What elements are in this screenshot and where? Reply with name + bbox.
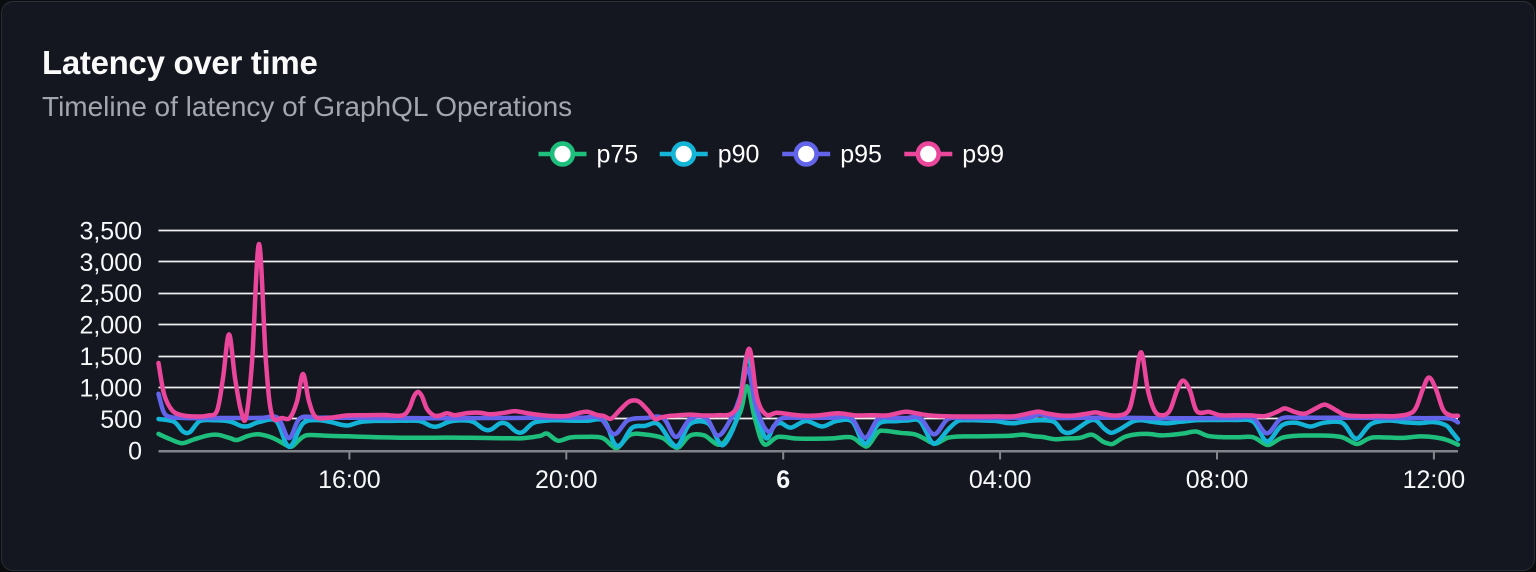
svg-text:0: 0 <box>128 437 142 465</box>
svg-text:p95: p95 <box>840 141 882 169</box>
svg-text:p90: p90 <box>718 141 760 169</box>
svg-text:12:00: 12:00 <box>1403 466 1466 494</box>
svg-text:2,000: 2,000 <box>79 312 142 340</box>
svg-text:20:00: 20:00 <box>535 466 598 494</box>
svg-text:16:00: 16:00 <box>318 466 381 494</box>
svg-text:3,000: 3,000 <box>79 249 142 277</box>
svg-text:1,500: 1,500 <box>79 343 142 371</box>
svg-text:6: 6 <box>776 466 790 494</box>
svg-text:1,000: 1,000 <box>79 375 142 403</box>
svg-text:04:00: 04:00 <box>969 466 1032 494</box>
svg-text:3,500: 3,500 <box>79 217 142 245</box>
svg-text:08:00: 08:00 <box>1186 466 1249 494</box>
svg-text:p75: p75 <box>597 141 639 169</box>
svg-text:p99: p99 <box>962 141 1004 169</box>
svg-text:500: 500 <box>100 406 142 434</box>
svg-text:2,500: 2,500 <box>79 280 142 308</box>
